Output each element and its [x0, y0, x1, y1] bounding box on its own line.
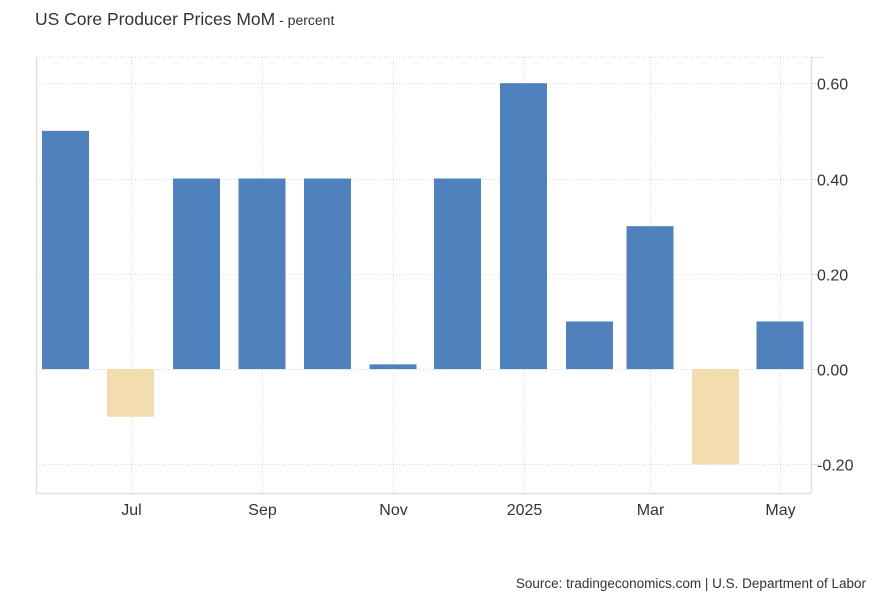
x-tick-label: Sep: [248, 502, 277, 519]
bar-positive: [369, 364, 417, 370]
grid-layer: [36, 56, 811, 493]
bar-positive: [500, 83, 547, 370]
chart-title-row: US Core Producer Prices MoM - percent: [35, 9, 334, 30]
bar-positive: [304, 178, 351, 370]
bar-positive: [626, 226, 674, 370]
x-tick-label: May: [765, 502, 795, 519]
bar-negative: [692, 369, 739, 465]
y-tick-label: -0.20: [817, 458, 854, 475]
bar-layer: [42, 83, 804, 465]
axis-layer: [35, 57, 823, 495]
bar-positive: [566, 321, 613, 370]
y-tick-label: 0.40: [817, 173, 848, 190]
bar-positive: [434, 178, 481, 370]
y-tick-label: 0.00: [817, 363, 848, 380]
bar-positive: [173, 178, 220, 370]
bar-positive: [42, 130, 89, 370]
x-tick-label: 2025: [507, 502, 543, 519]
bar-negative: [107, 369, 154, 417]
y-tick-label: 0.60: [817, 77, 848, 94]
y-tick-label: 0.20: [817, 268, 848, 285]
chart-subtitle: - percent: [275, 12, 335, 28]
x-tick-label: Jul: [121, 502, 141, 519]
x-tick-label: Mar: [637, 502, 665, 519]
bar-positive: [238, 178, 286, 370]
x-tick-label: Nov: [379, 502, 407, 519]
tick-label-layer: 0.60 0.40 0.20 0.00 -0.20 Jul Sep Nov 2025 Mar May: [121, 77, 853, 520]
source-attribution: Source: tradingeconomics.com | U.S. Depa…: [515, 576, 866, 591]
bar-positive: [756, 321, 804, 370]
chart-title: US Core Producer Prices MoM: [35, 9, 276, 29]
